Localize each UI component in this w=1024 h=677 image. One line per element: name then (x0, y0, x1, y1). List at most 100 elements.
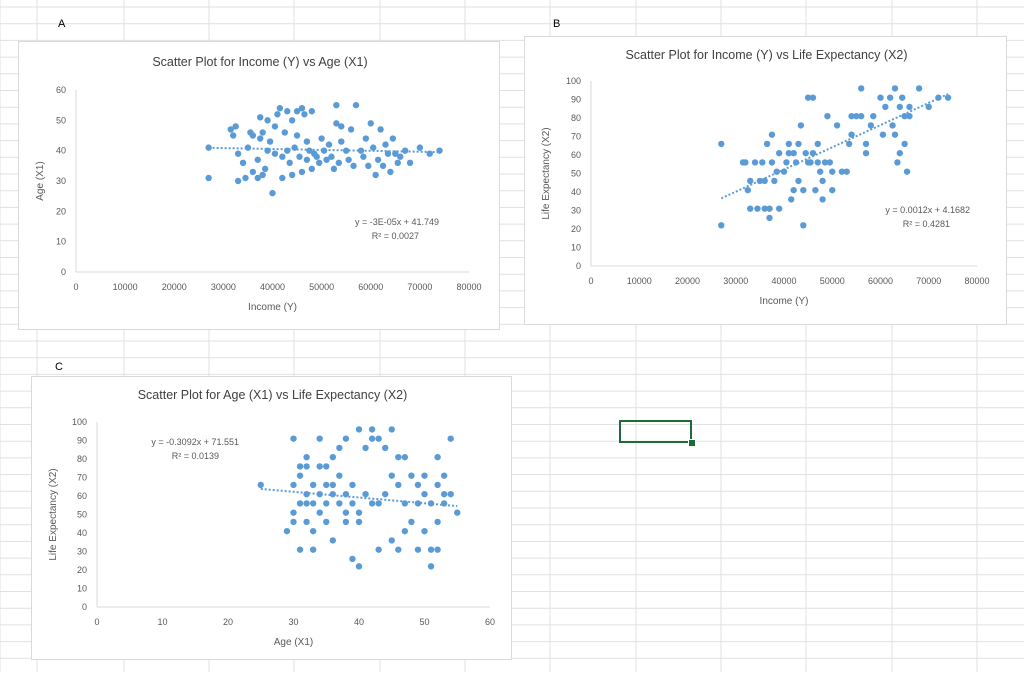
data-point (368, 435, 376, 442)
data-point (454, 509, 461, 516)
data-point (352, 101, 360, 109)
data-point (286, 159, 293, 166)
data-point (416, 144, 424, 151)
data-point (886, 94, 894, 101)
data-point (891, 131, 899, 138)
data-point (333, 101, 340, 109)
data-point (771, 177, 778, 185)
data-point (833, 122, 841, 129)
x-tick-label: 40 (354, 617, 364, 627)
data-point (434, 546, 441, 553)
y-tick-label: 50 (77, 510, 87, 520)
data-point (303, 518, 310, 526)
chart-income-vs-life-expectancy[interactable]: Scatter Plot for Income (Y) vs Life Expe… (524, 36, 1007, 325)
data-point (382, 490, 389, 498)
x-axis-label: Income (Y) (760, 296, 809, 307)
data-point (298, 168, 306, 176)
data-point (338, 138, 345, 145)
cell-label-c: C (55, 361, 63, 373)
data-point (257, 481, 264, 489)
data-point (401, 453, 409, 461)
x-tick-label: 60000 (868, 276, 893, 286)
data-point (205, 174, 212, 182)
y-tick-label: 0 (82, 602, 87, 612)
data-point (234, 177, 242, 185)
data-point (421, 527, 428, 535)
data-point (271, 123, 279, 130)
data-point (829, 168, 836, 175)
x-tick-label: 70000 (916, 276, 941, 286)
data-point (742, 159, 749, 166)
data-point (281, 129, 288, 136)
trendline (720, 93, 949, 200)
y-axis-label: Life Expectancy (X2) (541, 127, 552, 219)
data-point (814, 140, 821, 148)
trendline (208, 146, 440, 154)
data-point (325, 141, 333, 148)
data-point (318, 135, 325, 142)
chart-age-vs-life-expectancy[interactable]: Scatter Plot for Age (X1) vs Life Expect… (31, 376, 512, 660)
x-tick-label: 50000 (309, 282, 334, 292)
data-point (447, 435, 454, 442)
x-tick-label: 80000 (456, 282, 481, 292)
data-point (296, 546, 304, 553)
data-point (375, 500, 382, 507)
y-tick-label: 30 (77, 547, 87, 557)
data-point (257, 114, 264, 121)
y-tick-label: 50 (571, 169, 581, 179)
data-point (284, 108, 291, 115)
data-point (882, 103, 889, 111)
data-point (761, 205, 768, 212)
data-point (296, 153, 303, 160)
data-point (288, 171, 296, 179)
data-point (362, 444, 369, 452)
data-point (329, 453, 336, 461)
y-tick-label: 10 (571, 243, 581, 253)
data-point (891, 85, 899, 92)
y-tick-label: 60 (571, 150, 581, 160)
trendline (260, 487, 458, 508)
data-point (377, 126, 384, 133)
data-point (330, 165, 338, 173)
y-axis-label: Age (X1) (35, 161, 46, 200)
data-point (350, 162, 357, 170)
chart-title: Scatter Plot for Age (X1) vs Life Expect… (138, 388, 408, 402)
data-point (279, 174, 286, 182)
data-point (814, 159, 821, 166)
chart-income-vs-age[interactable]: Scatter Plot for Income (Y) vs Age (X1) 0… (18, 41, 500, 330)
data-point (775, 205, 783, 212)
data-point (336, 472, 343, 479)
data-point (362, 135, 370, 142)
x-tick-label: 30 (288, 617, 298, 627)
chart-svg: Scatter Plot for Age (X1) vs Life Expect… (48, 388, 495, 648)
y-tick-label: 100 (566, 76, 581, 86)
data-point (763, 140, 771, 148)
r-squared: R² = 0.0139 (172, 451, 219, 461)
fill-handle[interactable] (688, 439, 696, 447)
selected-cell[interactable] (619, 420, 692, 443)
chart-title: Scatter Plot for Income (Y) vs Life Expe… (625, 48, 907, 62)
data-point (797, 122, 805, 129)
data-point (848, 112, 855, 120)
chart-title: Scatter Plot for Income (Y) vs Age (X1) (152, 55, 367, 69)
data-point (242, 174, 249, 182)
data-point (800, 186, 807, 194)
data-point (329, 537, 336, 544)
cell-label-b: B (553, 18, 561, 30)
x-tick-label: 20 (223, 617, 233, 627)
data-point (316, 435, 323, 442)
y-tick-label: 40 (77, 528, 87, 538)
data-point (780, 168, 788, 175)
data-point (395, 453, 402, 461)
data-point (259, 129, 266, 136)
data-point (379, 162, 387, 170)
data-point (775, 149, 783, 157)
data-point (744, 186, 752, 194)
data-point (397, 153, 404, 160)
data-point (342, 490, 350, 498)
data-point (395, 546, 402, 553)
data-point (323, 156, 330, 163)
data-point (370, 144, 377, 151)
data-point (816, 168, 824, 175)
data-point (807, 159, 814, 166)
